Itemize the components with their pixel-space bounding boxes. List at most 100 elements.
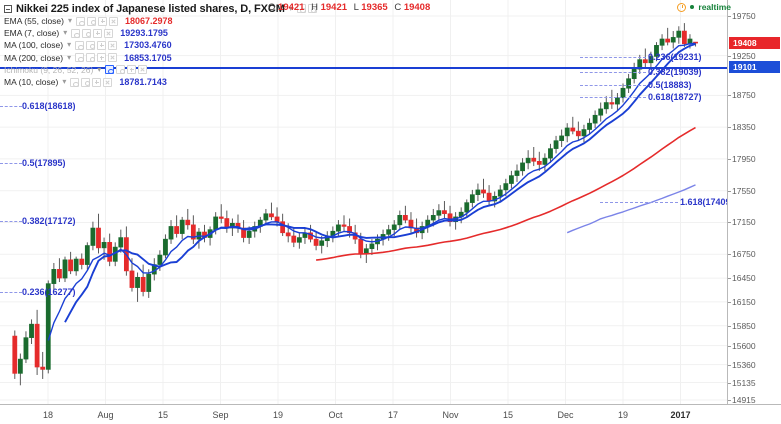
indicator-value: 18067.2978 <box>125 16 173 26</box>
settings-gear-icon[interactable] <box>82 28 92 38</box>
chevron-down-icon[interactable]: ▾ <box>67 40 72 50</box>
indicator-row-4[interactable]: Ichimoku (9, 26, 52, 26) ▾ <box>4 64 148 76</box>
close-icon[interactable] <box>104 28 114 38</box>
close-icon[interactable] <box>103 77 113 87</box>
visibility-toggle-icon[interactable] <box>75 53 85 63</box>
indicator-row-0[interactable]: EMA (55, close) ▾ 18067.2978 <box>4 15 173 27</box>
price-tick: 16450 <box>728 273 756 284</box>
indicator-action-buttons[interactable] <box>76 16 119 26</box>
fib-level-label: 0.236(19231) <box>648 52 702 63</box>
fib-level-label: 0.5(18883) <box>648 79 692 90</box>
time-tick: Sep <box>212 410 229 420</box>
chevron-down-icon[interactable]: ▾ <box>67 52 72 62</box>
fib-level-line <box>580 57 646 59</box>
price-tick: 17950 <box>728 153 756 164</box>
visibility-toggle-icon[interactable] <box>76 16 86 26</box>
price-tick: 15600 <box>728 340 756 351</box>
close-label: C <box>394 2 402 13</box>
indicator-name[interactable]: EMA (7, close) <box>4 28 60 39</box>
fib-level-line <box>580 84 646 86</box>
low-label: L <box>353 2 359 13</box>
fib-level-line <box>0 105 22 107</box>
indicator-value: 17303.4760 <box>124 40 172 51</box>
high-label: H <box>311 2 318 13</box>
chevron-down-icon[interactable]: ▾ <box>68 16 73 25</box>
visibility-toggle-icon[interactable] <box>70 77 80 87</box>
realtime-label: realtime <box>698 2 731 12</box>
close-icon[interactable] <box>138 65 148 75</box>
settings-gear-icon[interactable] <box>86 40 96 50</box>
fib-level-line <box>0 291 22 293</box>
high-value: 19421 <box>320 2 348 13</box>
price-tick: 18350 <box>728 122 756 133</box>
time-tick: Dec <box>557 410 574 420</box>
visibility-toggle-icon[interactable] <box>105 65 115 75</box>
price-tick: 19250 <box>728 50 756 61</box>
fib-level-label: 0.382(19039) <box>648 67 702 78</box>
indicator-row-2[interactable]: MA (100, close) ▾ 17303.4760 <box>4 39 172 51</box>
collapse-icon[interactable] <box>4 4 12 13</box>
chart-plot-area[interactable] <box>0 0 727 404</box>
settings-gear-icon[interactable] <box>87 16 97 26</box>
indicator-row-5[interactable]: MA (10, close) ▾ 18781.7143 <box>4 76 167 88</box>
price-tick: 15850 <box>728 320 756 331</box>
add-icon[interactable] <box>97 40 107 50</box>
visibility-toggle-icon[interactable] <box>75 40 85 50</box>
chevron-down-icon[interactable]: ▾ <box>63 28 68 38</box>
indicator-row-1[interactable]: EMA (7, close) ▾ 19293.1795 <box>4 27 168 39</box>
fib-level-line <box>0 220 22 222</box>
indicator-row-3[interactable]: MA (200, close) ▾ 16853.1705 <box>4 52 172 64</box>
add-icon[interactable] <box>97 53 107 63</box>
settings-gear-icon[interactable] <box>81 77 91 87</box>
visibility-toggle-icon[interactable] <box>296 4 306 13</box>
price-axis[interactable]: 19750 19250 18750 18350 17950 17550 17150 16750… <box>727 0 781 405</box>
indicator-action-buttons[interactable] <box>71 28 114 38</box>
indicator-action-buttons[interactable] <box>105 65 148 75</box>
indicator-value: 16853.1705 <box>124 52 172 63</box>
visibility-toggle-icon[interactable] <box>71 28 81 38</box>
symbol-legend-row[interactable]: Nikkei 225 index of Japanese listed shar… <box>4 2 317 15</box>
chevron-down-icon[interactable]: ▾ <box>62 77 67 86</box>
indicator-name[interactable]: MA (10, close) <box>4 77 59 87</box>
indicator-action-buttons[interactable] <box>75 40 118 50</box>
settings-gear-icon[interactable] <box>86 53 96 63</box>
indicator-name[interactable]: Ichimoku (9, 26, 52, 26) <box>4 64 94 75</box>
add-icon[interactable] <box>93 28 103 38</box>
add-icon[interactable] <box>98 16 108 26</box>
time-tick: Aug <box>97 410 114 420</box>
time-axis[interactable]: 18 Aug 15 Sep 19 Oct 17 Nov 15 Dec 19 2017 <box>0 404 781 424</box>
indicator-name[interactable]: MA (200, close) <box>4 52 64 63</box>
fib-level-label: 0.5(17895) <box>22 158 66 169</box>
symbol-title[interactable]: Nikkei 225 index of Japanese listed shar… <box>16 2 285 15</box>
indicator-action-buttons[interactable] <box>70 77 113 87</box>
low-value: 19365 <box>361 2 388 13</box>
settings-gear-icon[interactable] <box>307 4 317 13</box>
realtime-status: realtime <box>677 2 731 12</box>
add-icon[interactable] <box>92 77 102 87</box>
indicator-action-buttons[interactable] <box>75 53 118 63</box>
indicator-value: 19293.1795 <box>120 28 168 39</box>
symbol-action-buttons[interactable] <box>296 4 317 13</box>
candlestick-canvas <box>0 0 727 404</box>
close-icon[interactable] <box>109 16 119 26</box>
fib-level-label: 1.618(17409) <box>680 196 734 207</box>
time-tick: Nov <box>442 410 459 420</box>
chevron-down-icon[interactable]: ▾ <box>97 64 102 74</box>
ma100-horizontal-line <box>0 67 727 70</box>
time-tick: Oct <box>328 410 343 420</box>
indicator-name[interactable]: EMA (55, close) <box>4 16 64 26</box>
fib-level-label: 0.618(18727) <box>648 92 702 103</box>
price-tick: 15135 <box>728 377 756 388</box>
price-tick: 17150 <box>728 217 756 228</box>
chevron-down-icon[interactable]: ▾ <box>288 3 293 13</box>
fib-level-label: 0.236(16277) <box>22 286 76 297</box>
indicator-name[interactable]: MA (100, close) <box>4 40 64 51</box>
settings-gear-icon[interactable] <box>116 65 126 75</box>
add-icon[interactable] <box>127 65 137 75</box>
fib-level-line <box>580 72 646 74</box>
close-value: 19408 <box>403 2 431 13</box>
close-icon[interactable] <box>108 40 118 50</box>
close-icon[interactable] <box>108 53 118 63</box>
price-tick: 16150 <box>728 296 756 307</box>
